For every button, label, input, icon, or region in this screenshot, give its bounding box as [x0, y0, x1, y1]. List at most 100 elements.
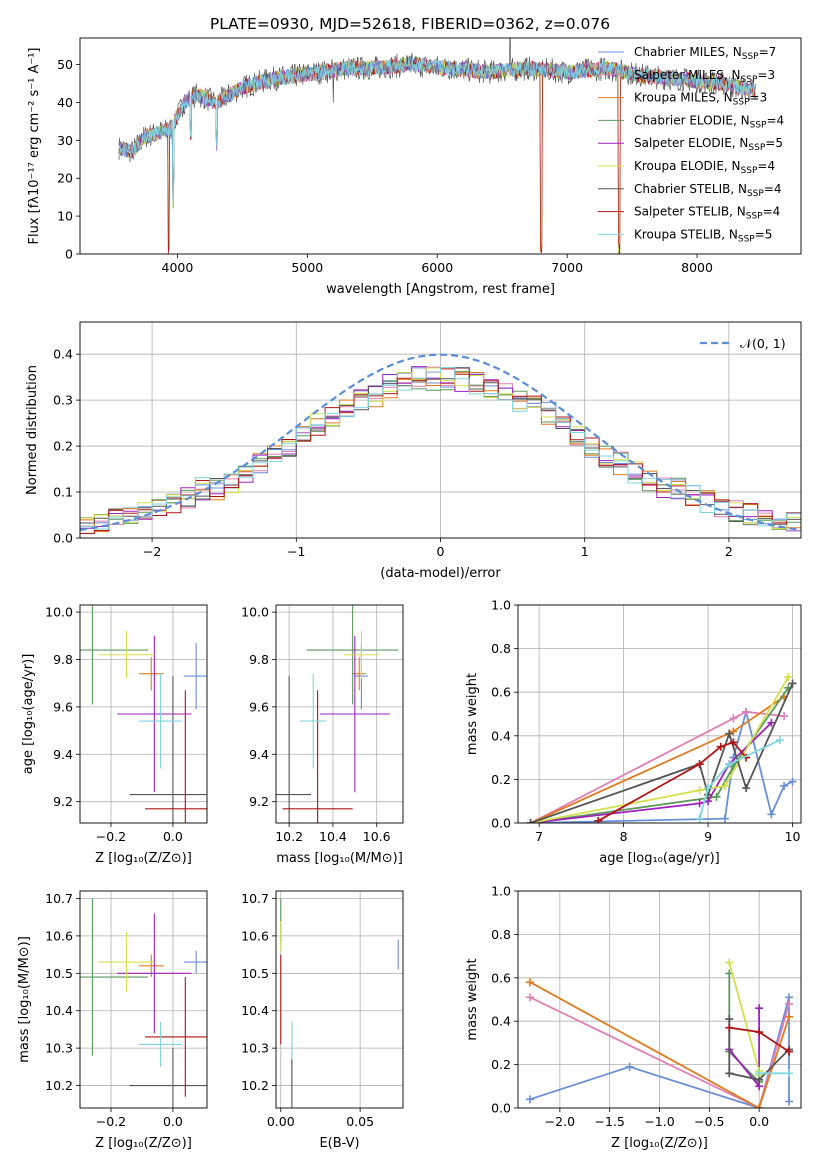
- residuals-panel: −2 −1 0 1 2 0.0 0.1 0.2 0.3 0.4 (data-model)/error…: [25, 321, 802, 581]
- y-axis-label: mass [log₁₀(M/M⊙)]: [17, 936, 32, 1063]
- y-tick-label: 0.2: [491, 1057, 511, 1072]
- data-point-marker: [780, 712, 789, 721]
- spectrum-series: [118, 57, 756, 254]
- legend: 𝒩(0, 1): [700, 336, 786, 351]
- age-vs-mass-panel: 10.2 10.4 10.6 9.2 9.4 9.6 9.8 10.0 mass [log₁₀(…: [241, 604, 404, 866]
- series-line: [530, 683, 794, 823]
- axes-frame: [275, 890, 404, 1109]
- y-tick-label: 9.8: [249, 652, 269, 667]
- x-tick-label: −1.5: [594, 1114, 624, 1129]
- mass-weight-vs-age-panel: 7 8 9 10 0.0 0.2 0.4 0.6 0.8 1.0 age [log₁₀(age/yr…: [465, 598, 802, 866]
- data-point-marker: [742, 707, 751, 716]
- y-tick-label: 1.0: [491, 884, 511, 899]
- plot-area: [526, 672, 797, 823]
- axes-frame: [517, 604, 802, 824]
- data-point-marker: [742, 784, 751, 793]
- x-tick-label: 5000: [291, 260, 323, 275]
- mass-vs-Z-panel: −0.2 0.0 10.2 10.3 10.4 10.5 10.6 10.7 Z [log₁₀(…: [17, 890, 208, 1151]
- data-point-marker: [785, 1047, 794, 1056]
- y-tick-label: 10.2: [45, 1078, 73, 1093]
- plot-area: [525, 958, 794, 1108]
- x-tick-label: 0.0: [163, 829, 183, 844]
- plot-area: [80, 898, 207, 1108]
- y-tick-label: 0.2: [491, 772, 511, 787]
- mass-vs-ebv-panel: 0.00 0.05 10.2 10.3 10.4 10.5 10.6 10.7 E(B-V): [241, 890, 404, 1151]
- legend: Chabrier MILES, NSSP=7 Salpeter MILES, NS…: [598, 45, 784, 244]
- data-point-marker: [725, 1069, 734, 1078]
- spectrum-panel: 4000 5000 6000 7000 8000 0 10 20 30 40 50 wavelengt…: [27, 37, 802, 297]
- y-tick-label: 0.6: [491, 970, 511, 985]
- grid: [276, 891, 403, 1108]
- data-point-marker: [767, 718, 776, 727]
- data-point-marker: [729, 738, 738, 747]
- y-tick-label: 0.2: [53, 439, 73, 454]
- y-tick-label: 0.1: [53, 485, 73, 500]
- y-axis-label: age [log₁₀(age/yr)]: [21, 654, 36, 775]
- data-point-marker: [712, 792, 721, 801]
- x-tick-label: −0.2: [96, 829, 126, 844]
- data-point-marker: [784, 672, 793, 681]
- y-tick-label: 0.0: [491, 816, 511, 831]
- x-tick-label: 10: [785, 829, 801, 844]
- age-vs-Z-panel: −0.2 0.0 9.2 9.4 9.6 9.8 10.0 Z [log₁₀(Z/Z⊙)] ag…: [21, 604, 208, 866]
- x-tick-label: −0.2: [96, 1114, 126, 1129]
- data-point-marker: [716, 742, 725, 751]
- y-tick-label: 9.8: [53, 652, 73, 667]
- data-point-marker: [785, 1097, 794, 1106]
- grid: [80, 891, 207, 1108]
- series-line: [530, 676, 790, 823]
- series-line: [529, 981, 790, 1108]
- x-axis-label: mass [log₁₀(M/M⊙)]: [276, 851, 403, 866]
- series-line: [530, 710, 785, 823]
- x-tick-label: 9: [704, 829, 712, 844]
- y-tick-label: 10.5: [45, 966, 73, 981]
- y-tick-label: 0.6: [491, 685, 511, 700]
- x-tick-label: 8000: [681, 260, 713, 275]
- x-tick-label: −1: [287, 544, 305, 559]
- series-line: [530, 722, 773, 823]
- series-line: [530, 687, 790, 823]
- legend-entry: Chabrier ELODIE, NSSP=4: [634, 113, 784, 130]
- x-tick-label: −0.5: [694, 1114, 724, 1129]
- y-axis-label: mass weight: [465, 673, 480, 755]
- x-axis-label: Z [log₁₀(Z/Z⊙)]: [95, 1136, 192, 1151]
- y-tick-label: 10.3: [45, 1041, 73, 1056]
- y-tick-label: 10: [57, 209, 73, 224]
- series-line: [530, 708, 794, 823]
- x-tick-label: −2.0: [545, 1114, 575, 1129]
- data-point-marker: [788, 679, 797, 688]
- y-tick-label: 9.6: [249, 699, 269, 714]
- x-axis-label: age [log₁₀(age/yr)]: [599, 851, 720, 866]
- x-tick-label: 10.4: [319, 829, 347, 844]
- series-line: [728, 962, 760, 1076]
- x-axis-label: Z [log₁₀(Z/Z⊙)]: [95, 851, 192, 866]
- x-tick-label: 0.05: [346, 1114, 374, 1129]
- legend-entry: Kroupa MILES, NSSP=3: [634, 91, 767, 108]
- data-point-marker: [720, 781, 729, 790]
- plot-area: [80, 353, 801, 535]
- spectrum-series: [118, 57, 756, 254]
- y-tick-label: 0.3: [53, 393, 73, 408]
- x-tick-label: 7: [535, 829, 543, 844]
- data-point-marker: [695, 799, 704, 808]
- x-tick-label: −1.0: [644, 1114, 674, 1129]
- y-tick-label: 50: [57, 57, 73, 72]
- series-line: [728, 1019, 790, 1081]
- data-point-marker: [729, 727, 738, 736]
- data-point-marker: [788, 777, 797, 786]
- data-point-marker: [704, 784, 713, 793]
- axes-frame: [79, 604, 208, 824]
- x-axis-label: E(B-V): [319, 1136, 359, 1151]
- y-tick-label: 10.5: [241, 966, 269, 981]
- data-point-marker: [729, 714, 738, 723]
- y-tick-label: 10.4: [241, 1003, 269, 1018]
- legend-entry: Kroupa ELODIE, NSSP=4: [634, 159, 775, 176]
- data-point-marker: [785, 1012, 794, 1021]
- plot-area: [118, 38, 756, 254]
- plot-area: [80, 605, 207, 823]
- plot-area: [276, 605, 399, 823]
- data-point-marker: [725, 1023, 734, 1032]
- x-tick-label: 1: [581, 544, 589, 559]
- data-point-marker: [725, 760, 734, 769]
